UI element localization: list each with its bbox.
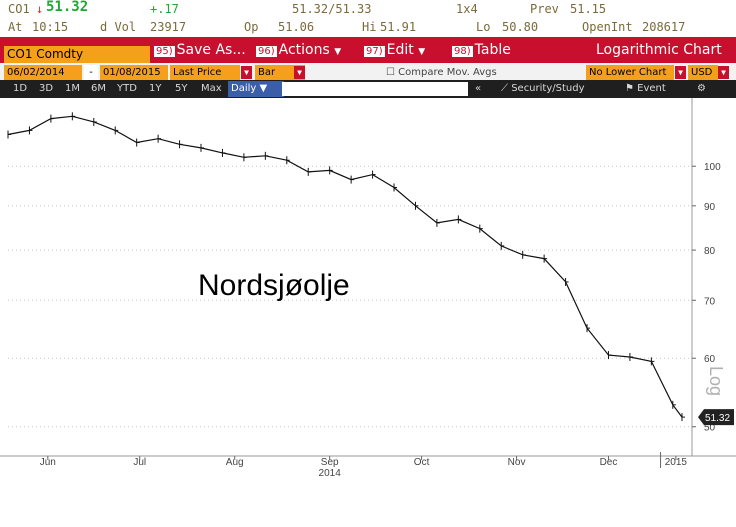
x-tick-label: Nov [508,457,526,468]
caret-down-icon: ▼ [418,47,426,57]
start-date-field[interactable]: 06/02/2014 [4,65,82,80]
y-tick-label: 70 [704,296,716,307]
gear-icon[interactable]: ⚙ [697,83,706,94]
tab-ytd[interactable]: YTD [117,83,137,94]
dvol-label: d Vol [100,20,137,34]
tab-1d[interactable]: 1D [13,83,28,94]
high-value: 51.91 [380,20,417,34]
checkbox-icon: ☐ [386,67,395,78]
frequency-select[interactable]: Daily ▼ [228,81,284,97]
y-tick-label: 50 [704,423,716,434]
price-chart[interactable]: 100 90 80 70 60 50 Jun Jul Aug Sep Oct Nov Dec 2015 2… [0,98,736,480]
x-tick-label: Sep [321,457,339,468]
period-search-input[interactable] [282,82,468,96]
chart-style-select[interactable]: Bar [255,65,305,80]
x-tick-label: Jun [40,457,56,468]
log-axis-caption: Log [706,366,726,396]
x-axis: Jun Jul Aug Sep Oct Nov Dec 2015 2014 [40,452,688,479]
net-change: +.17 [150,2,179,16]
chart-annotation: Nordsjøolje [198,269,350,302]
collapse-icon[interactable]: « [475,83,482,94]
down-arrow-icon: ↓ [36,2,44,16]
last-price: 51.32 [46,0,89,15]
bid-ask-size: 1x4 [456,2,478,16]
end-date-field[interactable]: 01/08/2015 [100,65,168,80]
quote-row-1: CO1 ↓ 51.32 +.17 51.32/51.33 1x4 Prev 51… [0,0,736,31]
x-tick-label: Oct [414,457,430,468]
ticker[interactable]: CO1 [8,2,30,16]
table-button[interactable]: 98) Table [452,39,511,61]
dvol-value: 23917 [150,20,187,34]
event-button[interactable]: ⚑ Event [625,83,666,94]
security-study-button[interactable]: ⟋ Security/Study [501,83,585,94]
actions-button[interactable]: 96) Actions ▼ [256,39,342,61]
tab-6m[interactable]: 6M [91,83,106,94]
prev-value: 51.15 [570,2,607,16]
caret-down-icon: ▼ [259,83,268,94]
chevron-down-icon[interactable]: ▼ [241,66,252,79]
chevron-down-icon[interactable]: ▼ [718,66,729,79]
open-label: Op [244,20,259,34]
chart-background [0,98,736,480]
chart-line-icon: ⟋ [501,83,508,94]
last-value-box [698,409,734,426]
y-tick-label: 100 [704,162,721,173]
tab-1y[interactable]: 1Y [149,83,162,94]
y-tick-label: 60 [704,354,716,365]
openint-value: 208617 [642,20,686,34]
high-label: Hi [362,20,377,34]
tab-3d[interactable]: 3D [39,83,54,94]
x-tick-label: 2015 [665,457,688,468]
quote-row-2: At 10:15 d Vol 23917 Op 51.06 Hi 51.91 L… [0,18,736,36]
bid-ask: 51.32/51.33 [292,2,372,16]
price-bars [7,112,685,422]
chevron-down-icon[interactable]: ▼ [675,66,686,79]
last-value-marker: 51.32 [698,409,734,426]
save-as-button[interactable]: 95) Save As... [154,39,246,61]
chart-title: Logarithmic Chart [596,39,722,61]
tab-max[interactable]: Max [201,83,222,94]
y-axis: 100 90 80 70 60 50 [0,98,736,457]
edit-button[interactable]: 97) Edit ▼ [364,39,426,61]
caret-down-icon: ▼ [334,47,342,57]
date-separator: - [84,65,98,80]
x-tick-label: Jul [133,457,146,468]
open-value: 51.06 [278,20,315,34]
x-tick-label: Aug [226,457,244,468]
flag-icon: ⚑ [625,83,634,94]
y-tick-label: 80 [704,246,716,257]
tab-1m[interactable]: 1M [65,83,80,94]
lower-chart-select[interactable]: No Lower Chart [586,65,674,80]
security-field[interactable]: CO1 Comdty [4,46,150,63]
y-tick-label: 90 [704,202,716,213]
tab-5y[interactable]: 5Y [175,83,188,94]
x-year-label: 2014 [319,468,342,479]
low-label: Lo [476,20,491,34]
price-field-select[interactable]: Last Price [170,65,240,80]
quote-time: 10:15 [32,20,69,34]
low-value: 50.80 [502,20,539,34]
chevron-down-icon[interactable]: ▼ [294,66,305,79]
compare-mov-avgs[interactable]: ☐ Compare Mov. Avgs [386,67,497,78]
openint-label: OpenInt [582,20,633,34]
currency-select[interactable]: USD [688,65,718,80]
x-tick-label: Dec [600,457,618,468]
at-label: At [8,20,23,34]
last-value-label: 51.32 [705,413,730,424]
prev-label: Prev [530,2,559,16]
